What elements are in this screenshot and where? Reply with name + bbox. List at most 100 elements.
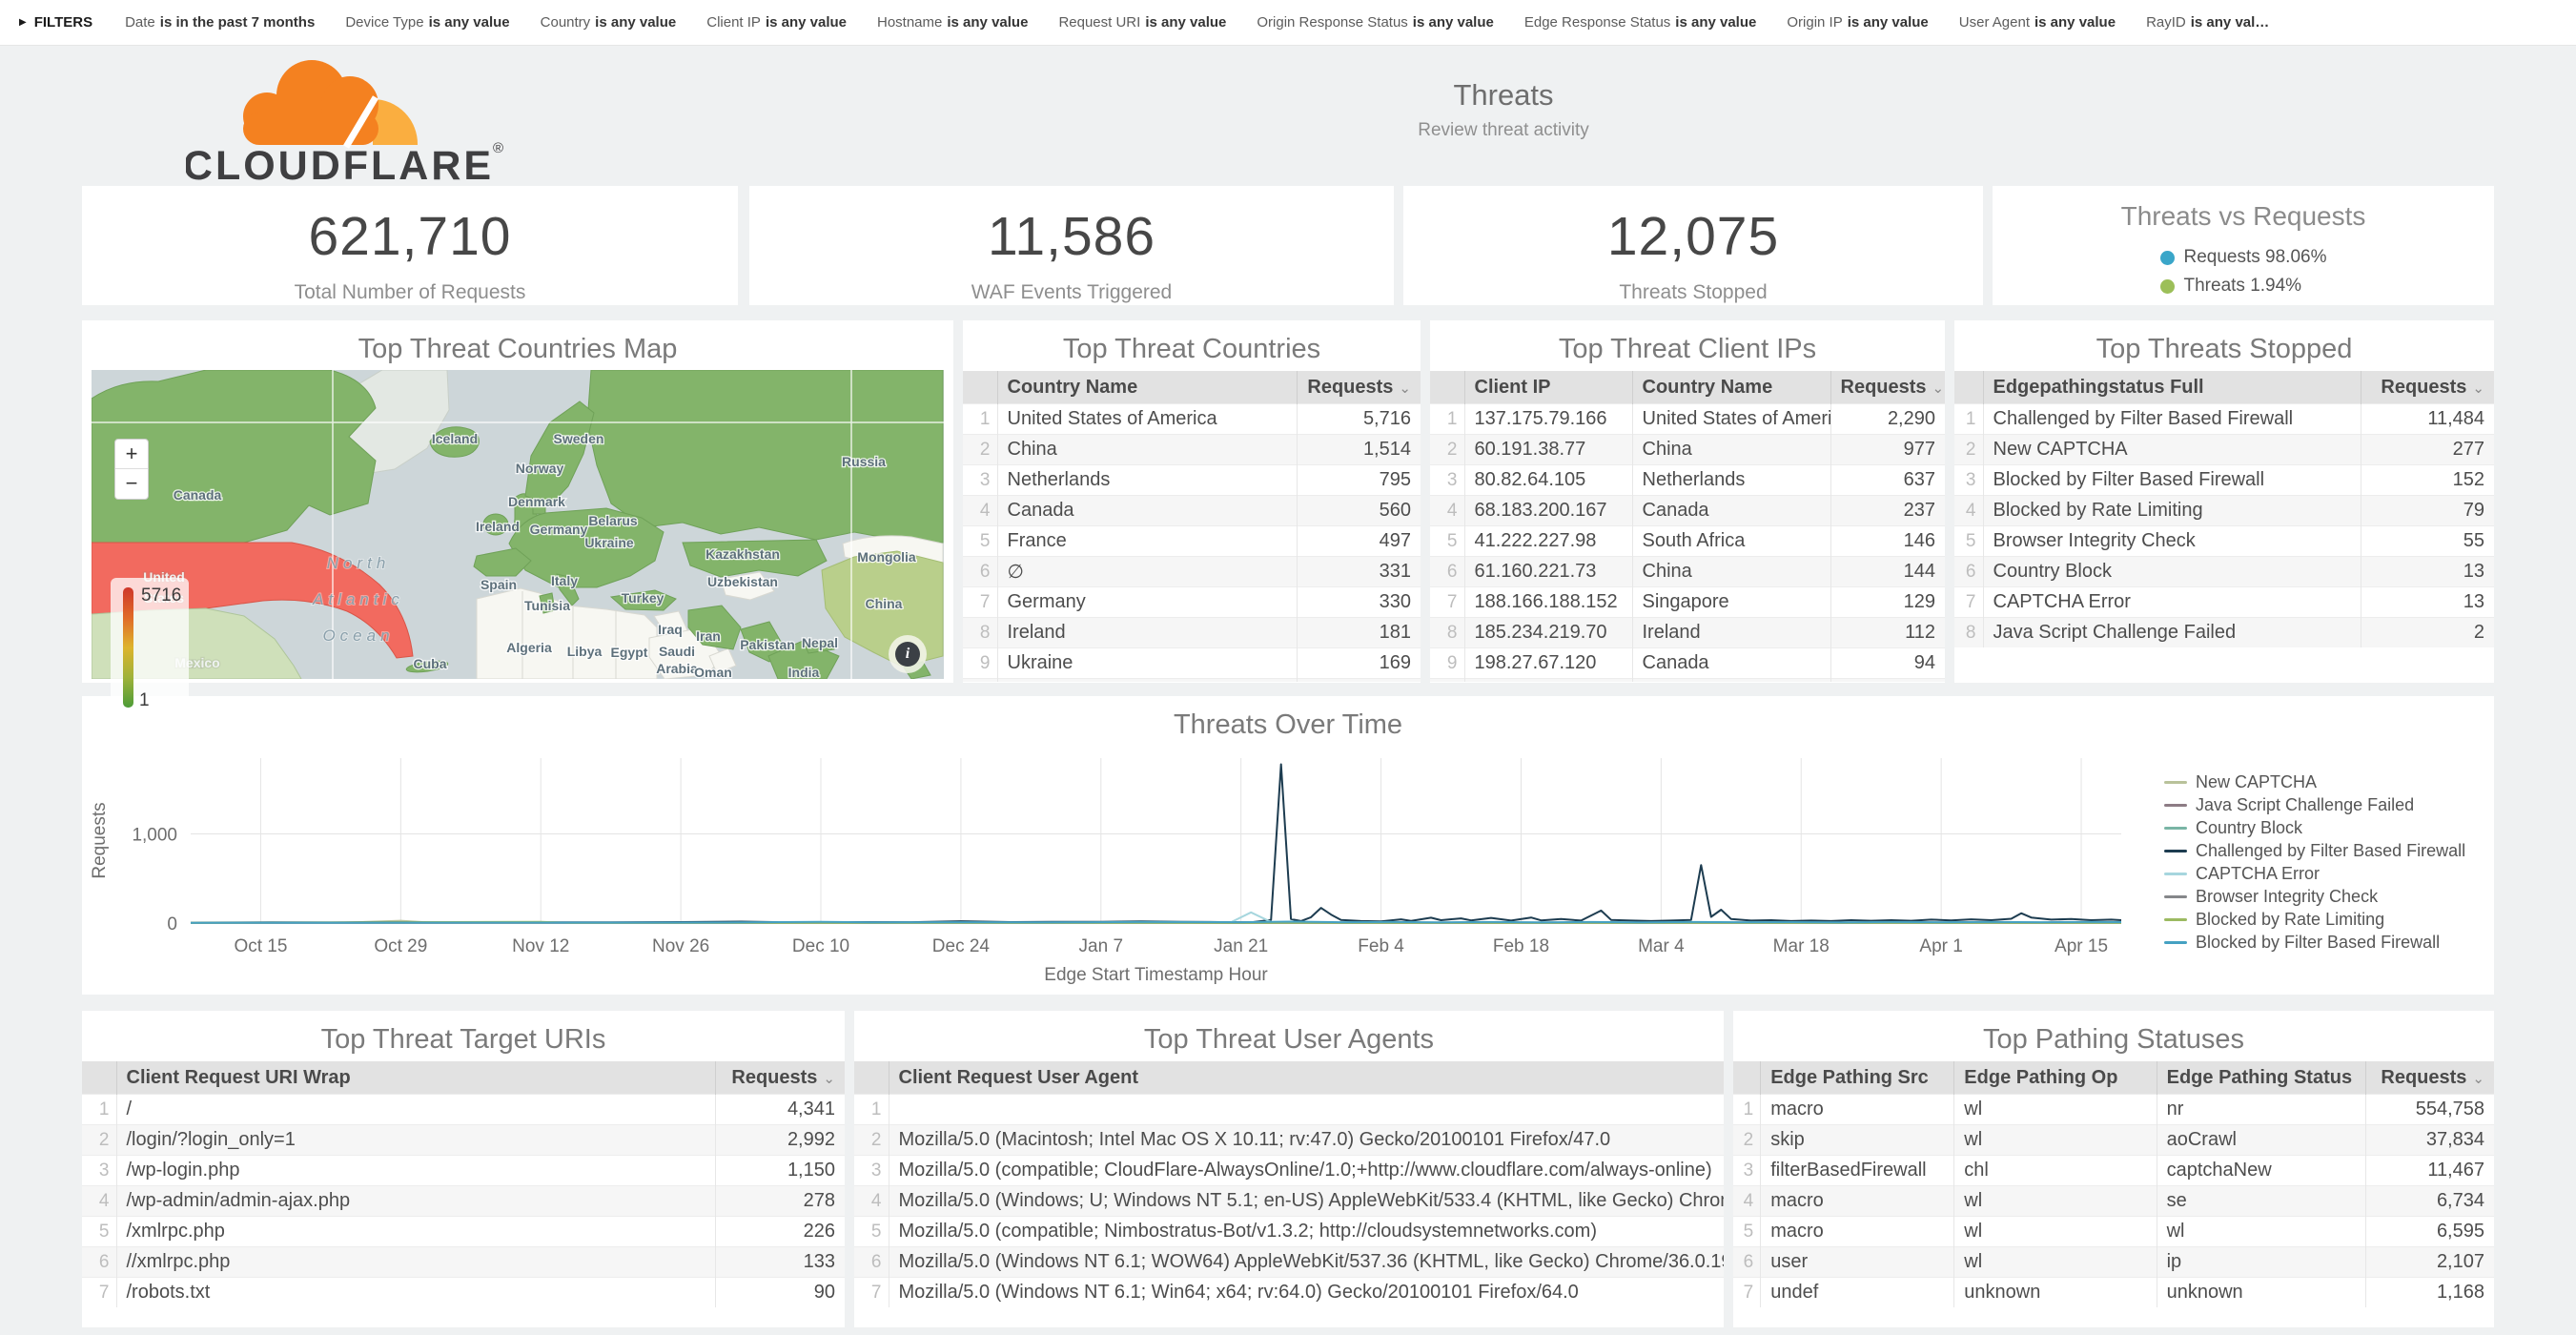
- table-row[interactable]: 8 Java Script Challenge Failed 2: [1954, 617, 2494, 647]
- table-row[interactable]: 6 61.160.221.73 China 144: [1430, 556, 1945, 587]
- table-row[interactable]: 6 Country Block 13: [1954, 556, 2494, 587]
- filter-item-request-uri[interactable]: Request URI is any value: [1058, 14, 1226, 31]
- table-cell: 226: [714, 1216, 845, 1247]
- table-row[interactable]: 2 60.191.38.77 China 977: [1430, 434, 1945, 465]
- column-header-requests[interactable]: Requests ⌄: [714, 1061, 845, 1095]
- table-row[interactable]: 6 user wl ip 2,107: [1733, 1246, 2494, 1278]
- filter-item-origin-ip[interactable]: Origin IP is any value: [1787, 14, 1928, 31]
- map-zoom-out-button[interactable]: −: [125, 471, 138, 495]
- table-row[interactable]: 6 ∅ 331: [963, 556, 1421, 587]
- filter-item-country[interactable]: Country is any value: [541, 14, 677, 31]
- table-row[interactable]: 5 macro wl wl 6,595: [1733, 1216, 2494, 1247]
- filters-toggle[interactable]: ▶ FILTERS: [19, 14, 92, 31]
- table-row[interactable]: 1 Challenged by Filter Based Firewall 11,4…: [1954, 403, 2494, 435]
- chart-legend-item[interactable]: CAPTCHA Error: [2164, 862, 2465, 885]
- table-row[interactable]: 7 CAPTCHA Error 13: [1954, 586, 2494, 618]
- chart-legend-item[interactable]: New CAPTCHA: [2164, 770, 2465, 793]
- filter-item-client-ip[interactable]: Client IP is any value: [706, 14, 847, 31]
- ocean-label: Atlantic: [312, 590, 404, 608]
- table-row[interactable]: 3 filterBasedFirewall chl captchaNew 11,467: [1733, 1155, 2494, 1186]
- table-row[interactable]: 2 Mozilla/5.0 (Macintosh; Intel Mac OS X …: [854, 1124, 1724, 1156]
- table-row[interactable]: 2/login/?login_only=1 2,992: [82, 1124, 845, 1156]
- filter-field-value: is in the past 7 months: [159, 14, 316, 31]
- filter-item-rayid[interactable]: RayID is any val…: [2146, 14, 2269, 31]
- x-tick-label: Apr 1: [1919, 936, 1962, 956]
- table-row[interactable]: 7/robots.txt 90: [82, 1277, 845, 1307]
- table-row[interactable]: 5 Browser Integrity Check 55: [1954, 525, 2494, 557]
- filter-item-device-type[interactable]: Device Type is any value: [345, 14, 509, 31]
- legend-label: New CAPTCHA: [2196, 771, 2318, 791]
- row-index: 2: [1733, 1124, 1761, 1156]
- table-cell: 13: [2360, 586, 2494, 618]
- map-info-button[interactable]: i: [889, 635, 927, 673]
- filter-item-date[interactable]: Date is in the past 7 months: [125, 14, 315, 31]
- row-index: 5: [1430, 525, 1464, 557]
- table-cell: Canada: [1631, 647, 1830, 679]
- table-row[interactable]: 7 188.166.188.152 Singapore 129: [1430, 586, 1945, 618]
- table-row[interactable]: 5 France 497: [963, 525, 1421, 557]
- table-row[interactable]: 8 Ireland 181: [963, 617, 1421, 648]
- table-row[interactable]: 2 New CAPTCHA 277: [1954, 434, 2494, 465]
- filter-item-hostname[interactable]: Hostname is any value: [877, 14, 1028, 31]
- table-row[interactable]: 4 macro wl se 6,734: [1733, 1185, 2494, 1217]
- chart-legend-item[interactable]: Blocked by Filter Based Firewall: [2164, 931, 2465, 954]
- table-row[interactable]: 6//xmlrpc.php 133: [82, 1246, 845, 1278]
- row-index: 6: [1733, 1246, 1761, 1278]
- chart-legend-item[interactable]: Java Script Challenge Failed: [2164, 793, 2465, 816]
- chart-legend-item[interactable]: Country Block: [2164, 816, 2465, 839]
- chart-legend-item[interactable]: Blocked by Rate Limiting: [2164, 908, 2465, 931]
- table-cell: Mozilla/5.0 (Windows NT 6.1; Win64; x64;…: [888, 1277, 1724, 1307]
- table-row[interactable]: 4 Canada 560: [963, 495, 1421, 526]
- chart-legend-item[interactable]: Challenged by Filter Based Firewall: [2164, 839, 2465, 862]
- table-row[interactable]: 1061.160.247.127China88: [1430, 678, 1945, 682]
- filter-item-edge-response-status[interactable]: Edge Response Status is any value: [1524, 14, 1757, 31]
- table-row[interactable]: 4 Mozilla/5.0 (Windows; U; Windows NT 5.1…: [854, 1185, 1724, 1217]
- top-pathing-statuses-panel: Top Pathing Statuses Edge Pathing Src Edg…: [1733, 1011, 2494, 1327]
- table-row[interactable]: 3 80.82.64.105 Netherlands 637: [1430, 464, 1945, 496]
- table-row[interactable]: 4 68.183.200.167 Canada 237: [1430, 495, 1945, 526]
- filter-item-origin-response-status[interactable]: Origin Response Status is any value: [1257, 14, 1493, 31]
- table-row[interactable]: 3 Netherlands 795: [963, 464, 1421, 496]
- table-row[interactable]: 9 Ukraine 169: [963, 647, 1421, 679]
- table-row[interactable]: 1 macro wl nr 554,758: [1733, 1094, 2494, 1125]
- table-row[interactable]: 5 Mozilla/5.0 (compatible; Nimbostratus-B…: [854, 1216, 1724, 1247]
- table-row[interactable]: 5 41.222.227.98 South Africa 146: [1430, 525, 1945, 557]
- table-row[interactable]: 4/wp-admin/admin-ajax.php 278: [82, 1185, 845, 1217]
- chart-legend-item[interactable]: Browser Integrity Check: [2164, 885, 2465, 908]
- table-row[interactable]: 6 Mozilla/5.0 (Windows NT 6.1; WOW64) App…: [854, 1246, 1724, 1278]
- table-cell: 2: [2360, 617, 2494, 647]
- table-row[interactable]: 1/4,341: [82, 1094, 845, 1125]
- table-row[interactable]: 7 undef unknown unknown 1,168: [1733, 1277, 2494, 1307]
- table-row[interactable]: 9 198.27.67.120 Canada 94: [1430, 647, 1945, 679]
- table-row[interactable]: 3 Mozilla/5.0 (compatible; CloudFlare-Alw…: [854, 1155, 1724, 1186]
- world-map[interactable]: NorthAtlanticOceanCanadaUnitedStatesMexi…: [91, 369, 944, 717]
- table-cell: 198.27.67.120: [1463, 647, 1632, 679]
- table-row[interactable]: 4 Blocked by Rate Limiting 79: [1954, 495, 2494, 526]
- table-row[interactable]: 1: [854, 1094, 1724, 1125]
- table-row[interactable]: 10Singapore159: [963, 678, 1421, 682]
- column-header-requests[interactable]: Requests ⌄: [1830, 371, 1945, 404]
- table-row[interactable]: 3 Blocked by Filter Based Firewall 152: [1954, 464, 2494, 496]
- top-threat-client-ips-panel: Top Threat Client IPs Client IP Country N…: [1430, 320, 1945, 683]
- map-label-arabia: Arabia: [656, 661, 698, 676]
- column-header-requests[interactable]: Requests ⌄: [2365, 1061, 2494, 1095]
- table-row[interactable]: 3/wp-login.php 1,150: [82, 1155, 845, 1186]
- y-tick-label: 1,000: [132, 825, 177, 845]
- table-row[interactable]: 1 United States of America 5,716: [963, 403, 1421, 435]
- map-zoom-in-button[interactable]: +: [115, 440, 148, 469]
- table-cell: CAPTCHA Error: [1982, 586, 2361, 618]
- table-row[interactable]: 2 China 1,514: [963, 434, 1421, 465]
- row-index: 4: [82, 1185, 116, 1217]
- table-row[interactable]: 7 Germany 330: [963, 586, 1421, 618]
- table-cell: unknown: [2156, 1277, 2366, 1307]
- filter-item-user-agent[interactable]: User Agent is any value: [1959, 14, 2116, 31]
- column-header-requests[interactable]: Requests ⌄: [1296, 371, 1421, 404]
- table-row[interactable]: 7 Mozilla/5.0 (Windows NT 6.1; Win64; x64…: [854, 1277, 1724, 1307]
- panel-title: Top Threats Stopped: [2096, 334, 2353, 364]
- table-row[interactable]: 5/xmlrpc.php 226: [82, 1216, 845, 1247]
- map-label-russia: Russia: [842, 454, 886, 469]
- table-row[interactable]: 2 skip wl aoCrawl 37,834: [1733, 1124, 2494, 1156]
- column-header-requests[interactable]: Requests ⌄: [2360, 371, 2494, 404]
- table-row[interactable]: 8 185.234.219.70 Ireland 112: [1430, 617, 1945, 648]
